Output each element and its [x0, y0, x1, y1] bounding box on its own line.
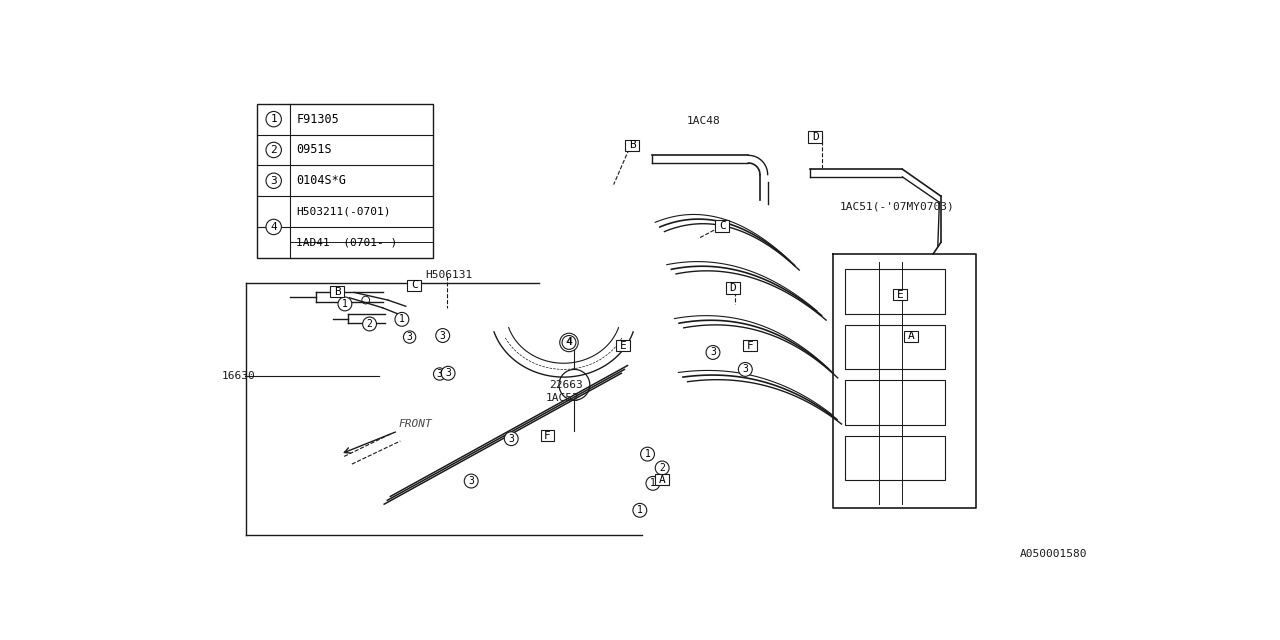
Bar [845, 436, 945, 480]
Text: 1: 1 [637, 506, 643, 515]
Circle shape [266, 142, 282, 157]
Text: E: E [620, 340, 626, 351]
Text: 2: 2 [270, 145, 276, 155]
Text: 1AC48: 1AC48 [687, 116, 721, 125]
Text: 3: 3 [742, 364, 749, 374]
Text: 3: 3 [436, 369, 443, 379]
Text: H503211(-0701): H503211(-0701) [297, 207, 390, 216]
Circle shape [655, 461, 669, 475]
Circle shape [266, 220, 282, 235]
Bar [716, 220, 730, 232]
Bar [809, 131, 822, 143]
Text: 3: 3 [445, 368, 451, 378]
Text: D: D [812, 132, 819, 142]
Text: 16630: 16630 [221, 371, 256, 381]
Circle shape [435, 328, 449, 342]
Text: 1: 1 [399, 314, 404, 324]
Text: 4: 4 [270, 222, 276, 232]
Text: 3: 3 [440, 330, 445, 340]
Circle shape [434, 368, 445, 380]
Bar [845, 269, 945, 314]
Text: 1: 1 [645, 449, 650, 459]
Text: A050001580: A050001580 [1019, 549, 1087, 559]
Circle shape [338, 297, 352, 311]
Text: D: D [730, 283, 736, 292]
Bar [257, 104, 433, 258]
Text: F: F [544, 431, 550, 440]
Circle shape [504, 432, 518, 445]
Text: C: C [411, 280, 417, 291]
Text: C: C [719, 221, 726, 231]
Text: 3: 3 [407, 332, 412, 342]
Circle shape [646, 476, 660, 490]
Circle shape [559, 333, 579, 352]
Text: 1AD41  (0701- ): 1AD41 (0701- ) [297, 237, 398, 247]
Circle shape [442, 366, 454, 380]
Text: B: B [334, 287, 340, 296]
Text: 3: 3 [270, 176, 276, 186]
Circle shape [362, 317, 376, 331]
Circle shape [632, 504, 646, 517]
Text: 22663: 22663 [549, 380, 582, 390]
Text: 1: 1 [650, 478, 655, 488]
Text: 1AC52: 1AC52 [545, 393, 580, 403]
Bar [893, 289, 908, 301]
Text: 2: 2 [366, 319, 372, 329]
Text: 0951S: 0951S [297, 143, 332, 156]
Text: F91305: F91305 [297, 113, 339, 125]
Text: A: A [908, 332, 914, 341]
Circle shape [640, 447, 654, 461]
Bar [330, 286, 344, 298]
Bar [655, 474, 669, 485]
Bar [904, 330, 918, 342]
Text: 3: 3 [508, 434, 515, 444]
Text: A: A [659, 474, 666, 484]
Text: B: B [628, 140, 635, 150]
Text: H506131: H506131 [425, 269, 472, 280]
Text: 1: 1 [342, 299, 348, 309]
Text: 4: 4 [566, 337, 572, 348]
Circle shape [707, 346, 719, 360]
Text: 1: 1 [270, 114, 276, 124]
Bar [726, 282, 740, 294]
Text: E: E [897, 290, 904, 300]
Text: 1AC51(-'07MY0703): 1AC51(-'07MY0703) [840, 201, 954, 211]
Circle shape [266, 111, 282, 127]
Text: 0104S*G: 0104S*G [297, 174, 347, 188]
Bar [407, 280, 421, 291]
Text: F: F [746, 340, 754, 351]
Text: 4: 4 [566, 337, 572, 348]
Bar [845, 380, 945, 425]
Circle shape [396, 312, 408, 326]
Circle shape [465, 474, 479, 488]
Circle shape [739, 362, 753, 376]
Bar [540, 430, 554, 442]
Circle shape [562, 335, 576, 349]
Text: 3: 3 [710, 348, 716, 358]
Circle shape [403, 331, 416, 343]
Bar [616, 340, 630, 351]
Bar [742, 340, 756, 351]
Bar [845, 324, 945, 369]
Text: 3: 3 [468, 476, 474, 486]
Text: FRONT: FRONT [398, 419, 431, 429]
Bar [625, 140, 639, 151]
Text: 2: 2 [659, 463, 666, 473]
Circle shape [266, 173, 282, 188]
